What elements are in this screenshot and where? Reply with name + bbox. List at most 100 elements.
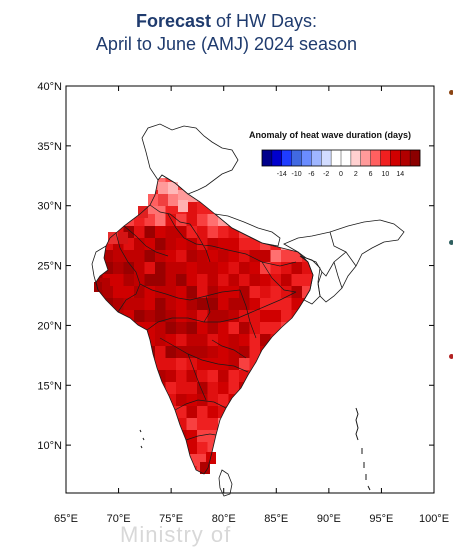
lon-tick-label: 85°E	[264, 513, 288, 525]
anomaly-cell	[228, 382, 240, 395]
anomaly-cell	[207, 406, 219, 419]
anomaly-cell	[228, 238, 240, 251]
anomaly-cell	[302, 286, 313, 299]
anomaly-cell	[239, 274, 250, 287]
anomaly-cell	[186, 346, 198, 359]
legend-swatch	[321, 150, 332, 166]
anomaly-cell	[228, 370, 240, 383]
anomaly-cell	[165, 250, 177, 263]
anomaly-cell	[228, 250, 240, 263]
legend-tick-label: -14	[277, 171, 287, 178]
anomaly-cell	[155, 298, 166, 311]
anomaly-cell	[207, 250, 219, 263]
anomaly-cell	[165, 286, 177, 299]
anomaly-cell	[134, 238, 145, 251]
anomaly-cell	[134, 310, 145, 323]
lon-tick-label: 65°E	[54, 513, 78, 525]
anomaly-cell	[186, 274, 198, 287]
anomaly-cell	[228, 262, 240, 275]
anomaly-cell	[123, 274, 135, 287]
anomaly-cell	[239, 334, 250, 347]
legend-tick-label: 6	[369, 171, 373, 178]
anomaly-cell	[228, 322, 240, 335]
anomaly-cell	[228, 298, 240, 311]
lat-tick-label: 25°N	[37, 261, 62, 273]
anomaly-cell	[155, 334, 166, 347]
anomaly-cell	[239, 298, 250, 311]
kashmir-outline	[141, 123, 239, 195]
legend-swatch	[311, 150, 322, 166]
anomaly-cell	[197, 454, 208, 467]
anomaly-cell	[155, 250, 166, 263]
legend-tick-label: 0	[339, 171, 343, 178]
anomaly-cell	[176, 214, 187, 227]
anomaly-cell	[144, 274, 156, 287]
anomaly-cell	[281, 262, 292, 275]
anomaly-cell	[207, 418, 219, 431]
anomaly-cell	[207, 382, 219, 395]
anomaly-cell	[113, 250, 124, 263]
legend: Anomaly of heat wave duration (days) -14…	[249, 130, 421, 178]
anomaly-cell	[270, 250, 282, 263]
anomaly-cell	[239, 346, 250, 359]
anomaly-cell	[197, 226, 208, 239]
nepal-outline	[213, 213, 281, 247]
anomaly-cell	[186, 202, 198, 215]
anomaly-cell	[186, 238, 198, 251]
anomaly-cell	[197, 334, 208, 347]
anomaly-cell	[281, 286, 292, 299]
anomaly-cell	[218, 298, 229, 311]
anomaly-cell	[165, 226, 177, 239]
anomaly-cell	[165, 214, 177, 227]
anomaly-cell	[113, 274, 124, 287]
anomaly-cell	[218, 358, 229, 371]
state-lines	[115, 204, 297, 441]
anomaly-cell	[186, 430, 198, 443]
anomaly-cell	[165, 346, 177, 359]
anomaly-cell	[207, 346, 219, 359]
legend-swatch	[410, 150, 421, 166]
anomaly-cell	[176, 274, 187, 287]
anomaly-cell	[197, 442, 208, 455]
title-bold: Forecast	[135, 11, 212, 31]
legend-swatch	[380, 150, 391, 166]
anomaly-cell	[249, 298, 261, 311]
anomaly-cell	[176, 298, 187, 311]
anomaly-cell	[302, 274, 313, 287]
anomaly-cell	[218, 346, 229, 359]
anomaly-cell	[197, 418, 208, 431]
bangladesh-outline	[299, 255, 321, 305]
anomaly-cell	[134, 298, 145, 311]
anomaly-cell	[155, 274, 166, 287]
anomaly-cell	[176, 286, 187, 299]
lat-tick-label: 20°N	[37, 320, 62, 332]
title-line-1: Forecast of HW Days:	[0, 10, 453, 33]
anomaly-cell	[134, 250, 145, 263]
anomaly-cell	[197, 274, 208, 287]
legend-swatch	[341, 150, 352, 166]
anomaly-cell	[165, 202, 177, 215]
ne-state-lines	[321, 231, 357, 289]
anomaly-cell	[291, 286, 303, 299]
lon-tick-label: 75°E	[159, 513, 183, 525]
anomaly-cell	[123, 262, 135, 275]
anomaly-cell	[291, 262, 303, 275]
anomaly-cell	[207, 274, 219, 287]
anomaly-cell	[176, 370, 187, 383]
anomaly-cell	[165, 262, 177, 275]
anomaly-cell	[207, 358, 219, 371]
anomaly-cell	[176, 226, 187, 239]
lat-tick-label: 35°N	[37, 141, 62, 153]
map-title: Forecast of HW Days: April to June (AMJ)…	[0, 10, 453, 56]
lon-axis: 65°E 70°E 75°E 80°E 85°E 90°E 95°E 100°E	[54, 86, 449, 525]
anomaly-cell	[197, 250, 208, 263]
anomaly-cell	[260, 274, 271, 287]
anomaly-cell	[144, 202, 156, 215]
anomaly-cell	[123, 298, 135, 311]
north-cells	[94, 182, 216, 474]
anomaly-cell	[176, 310, 187, 323]
legend-tick-labels: -14 -10 -6 -2 0 2 6 10 14	[277, 171, 405, 178]
anomaly-cell	[218, 226, 229, 239]
anomaly-cell	[155, 358, 166, 371]
